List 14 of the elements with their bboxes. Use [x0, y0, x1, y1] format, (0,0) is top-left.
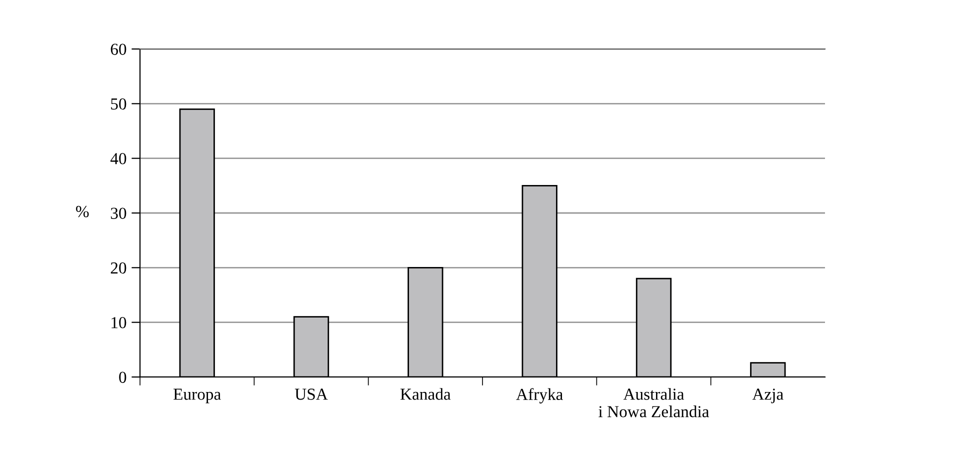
y-axis-title: % — [76, 206, 89, 218]
y-tick-label: 10 — [112, 317, 126, 328]
y-tick-label: 20 — [110, 262, 126, 274]
x-tick-label: Kanada — [400, 388, 451, 400]
x-tick-label: Azja — [752, 388, 784, 404]
y-tick-label: 60 — [110, 44, 126, 55]
x-tick-label: Europa — [174, 388, 221, 404]
x-tick-label: Australia i Nowa Zelandia — [598, 388, 710, 418]
x-tick-label: Afryka — [516, 388, 563, 404]
y-tick-label: 40 — [110, 153, 126, 164]
x-tick-label: USA — [294, 388, 328, 400]
y-tick-label: 30 — [110, 208, 126, 219]
y-tick-label: 0 — [119, 372, 126, 383]
y-tick-label: 50 — [111, 98, 126, 110]
